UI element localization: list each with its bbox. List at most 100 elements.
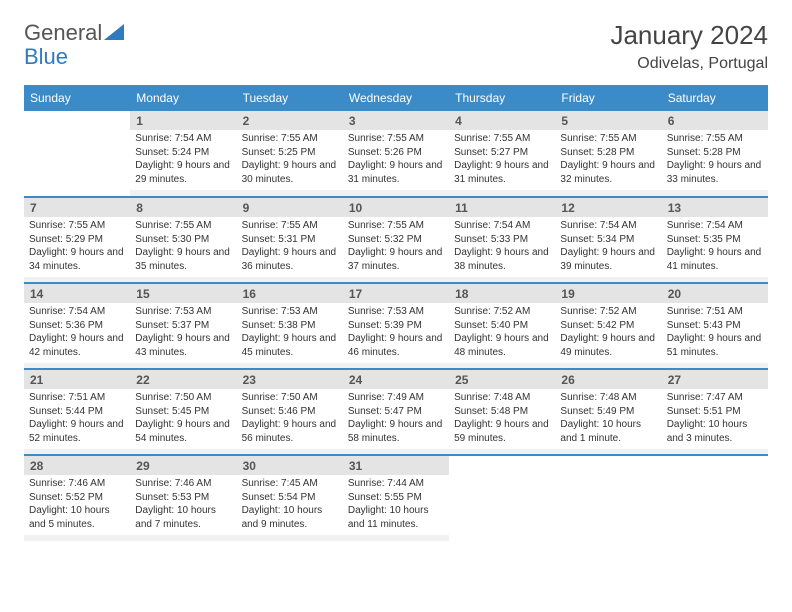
calendar-cell: 29Sunrise: 7:46 AMSunset: 5:53 PMDayligh…	[130, 455, 236, 541]
calendar-body: 1Sunrise: 7:54 AMSunset: 5:24 PMDaylight…	[24, 111, 768, 541]
day-number: 26	[555, 370, 661, 389]
logo-text-2: Blue	[24, 44, 68, 70]
day-data: Sunrise: 7:45 AMSunset: 5:54 PMDaylight:…	[237, 475, 343, 535]
calendar-cell: 9Sunrise: 7:55 AMSunset: 5:31 PMDaylight…	[237, 197, 343, 283]
calendar-cell: 30Sunrise: 7:45 AMSunset: 5:54 PMDayligh…	[237, 455, 343, 541]
day-data: Sunrise: 7:52 AMSunset: 5:40 PMDaylight:…	[449, 303, 555, 363]
day-data: Sunrise: 7:54 AMSunset: 5:35 PMDaylight:…	[662, 217, 768, 277]
day-data: Sunrise: 7:46 AMSunset: 5:52 PMDaylight:…	[24, 475, 130, 535]
calendar-row: 14Sunrise: 7:54 AMSunset: 5:36 PMDayligh…	[24, 283, 768, 369]
day-data: Sunrise: 7:55 AMSunset: 5:27 PMDaylight:…	[449, 130, 555, 190]
day-number: 20	[662, 284, 768, 303]
calendar-cell: 12Sunrise: 7:54 AMSunset: 5:34 PMDayligh…	[555, 197, 661, 283]
day-number: 28	[24, 456, 130, 475]
calendar-cell: 21Sunrise: 7:51 AMSunset: 5:44 PMDayligh…	[24, 369, 130, 455]
day-number: 16	[237, 284, 343, 303]
day-number: 21	[24, 370, 130, 389]
calendar-cell: 31Sunrise: 7:44 AMSunset: 5:55 PMDayligh…	[343, 455, 449, 541]
day-number: 13	[662, 198, 768, 217]
day-data: Sunrise: 7:55 AMSunset: 5:25 PMDaylight:…	[237, 130, 343, 190]
day-data: Sunrise: 7:52 AMSunset: 5:42 PMDaylight:…	[555, 303, 661, 363]
calendar-cell-empty	[662, 455, 768, 541]
calendar-cell: 20Sunrise: 7:51 AMSunset: 5:43 PMDayligh…	[662, 283, 768, 369]
day-number: 8	[130, 198, 236, 217]
day-number: 17	[343, 284, 449, 303]
day-data: Sunrise: 7:54 AMSunset: 5:36 PMDaylight:…	[24, 303, 130, 363]
day-data: Sunrise: 7:55 AMSunset: 5:28 PMDaylight:…	[555, 130, 661, 190]
calendar-cell: 24Sunrise: 7:49 AMSunset: 5:47 PMDayligh…	[343, 369, 449, 455]
calendar-cell: 22Sunrise: 7:50 AMSunset: 5:45 PMDayligh…	[130, 369, 236, 455]
logo: General	[24, 20, 125, 46]
day-number: 30	[237, 456, 343, 475]
calendar-table: SundayMondayTuesdayWednesdayThursdayFrid…	[24, 85, 768, 541]
calendar-cell: 16Sunrise: 7:53 AMSunset: 5:38 PMDayligh…	[237, 283, 343, 369]
calendar-cell: 7Sunrise: 7:55 AMSunset: 5:29 PMDaylight…	[24, 197, 130, 283]
calendar-cell: 8Sunrise: 7:55 AMSunset: 5:30 PMDaylight…	[130, 197, 236, 283]
calendar-cell-empty	[449, 455, 555, 541]
calendar-cell: 10Sunrise: 7:55 AMSunset: 5:32 PMDayligh…	[343, 197, 449, 283]
calendar-cell: 5Sunrise: 7:55 AMSunset: 5:28 PMDaylight…	[555, 111, 661, 197]
day-number: 29	[130, 456, 236, 475]
calendar-cell: 3Sunrise: 7:55 AMSunset: 5:26 PMDaylight…	[343, 111, 449, 197]
day-data: Sunrise: 7:55 AMSunset: 5:28 PMDaylight:…	[662, 130, 768, 190]
weekday-header: Thursday	[449, 85, 555, 111]
month-title: January 2024	[610, 20, 768, 51]
calendar-cell: 23Sunrise: 7:50 AMSunset: 5:46 PMDayligh…	[237, 369, 343, 455]
logo-text-1: General	[24, 20, 102, 46]
day-number: 9	[237, 198, 343, 217]
day-number: 25	[449, 370, 555, 389]
weekday-header: Sunday	[24, 85, 130, 111]
day-data: Sunrise: 7:53 AMSunset: 5:37 PMDaylight:…	[130, 303, 236, 363]
day-data: Sunrise: 7:54 AMSunset: 5:24 PMDaylight:…	[130, 130, 236, 190]
calendar-row: 7Sunrise: 7:55 AMSunset: 5:29 PMDaylight…	[24, 197, 768, 283]
calendar-cell: 19Sunrise: 7:52 AMSunset: 5:42 PMDayligh…	[555, 283, 661, 369]
calendar-cell: 25Sunrise: 7:48 AMSunset: 5:48 PMDayligh…	[449, 369, 555, 455]
day-data: Sunrise: 7:53 AMSunset: 5:38 PMDaylight:…	[237, 303, 343, 363]
calendar-cell: 4Sunrise: 7:55 AMSunset: 5:27 PMDaylight…	[449, 111, 555, 197]
calendar-row: 28Sunrise: 7:46 AMSunset: 5:52 PMDayligh…	[24, 455, 768, 541]
calendar-cell: 26Sunrise: 7:48 AMSunset: 5:49 PMDayligh…	[555, 369, 661, 455]
calendar-cell: 11Sunrise: 7:54 AMSunset: 5:33 PMDayligh…	[449, 197, 555, 283]
day-data: Sunrise: 7:54 AMSunset: 5:33 PMDaylight:…	[449, 217, 555, 277]
calendar-cell: 18Sunrise: 7:52 AMSunset: 5:40 PMDayligh…	[449, 283, 555, 369]
day-data: Sunrise: 7:49 AMSunset: 5:47 PMDaylight:…	[343, 389, 449, 449]
weekday-header: Monday	[130, 85, 236, 111]
day-data: Sunrise: 7:46 AMSunset: 5:53 PMDaylight:…	[130, 475, 236, 535]
calendar-cell: 14Sunrise: 7:54 AMSunset: 5:36 PMDayligh…	[24, 283, 130, 369]
calendar-cell: 28Sunrise: 7:46 AMSunset: 5:52 PMDayligh…	[24, 455, 130, 541]
day-data: Sunrise: 7:48 AMSunset: 5:48 PMDaylight:…	[449, 389, 555, 449]
day-number: 2	[237, 111, 343, 130]
calendar-cell-empty	[24, 111, 130, 197]
day-number: 3	[343, 111, 449, 130]
calendar-cell-empty	[555, 455, 661, 541]
day-data: Sunrise: 7:53 AMSunset: 5:39 PMDaylight:…	[343, 303, 449, 363]
day-data: Sunrise: 7:50 AMSunset: 5:45 PMDaylight:…	[130, 389, 236, 449]
calendar-cell: 2Sunrise: 7:55 AMSunset: 5:25 PMDaylight…	[237, 111, 343, 197]
weekday-header-row: SundayMondayTuesdayWednesdayThursdayFrid…	[24, 85, 768, 111]
weekday-header: Tuesday	[237, 85, 343, 111]
day-number: 24	[343, 370, 449, 389]
day-data: Sunrise: 7:55 AMSunset: 5:29 PMDaylight:…	[24, 217, 130, 277]
day-data: Sunrise: 7:55 AMSunset: 5:26 PMDaylight:…	[343, 130, 449, 190]
logo-triangle-icon	[104, 24, 124, 42]
day-data: Sunrise: 7:55 AMSunset: 5:32 PMDaylight:…	[343, 217, 449, 277]
calendar-cell: 13Sunrise: 7:54 AMSunset: 5:35 PMDayligh…	[662, 197, 768, 283]
day-number: 18	[449, 284, 555, 303]
day-data: Sunrise: 7:54 AMSunset: 5:34 PMDaylight:…	[555, 217, 661, 277]
day-number: 22	[130, 370, 236, 389]
day-number: 31	[343, 456, 449, 475]
day-number: 12	[555, 198, 661, 217]
day-number: 5	[555, 111, 661, 130]
calendar-row: 1Sunrise: 7:54 AMSunset: 5:24 PMDaylight…	[24, 111, 768, 197]
calendar-row: 21Sunrise: 7:51 AMSunset: 5:44 PMDayligh…	[24, 369, 768, 455]
weekday-header: Saturday	[662, 85, 768, 111]
calendar-cell: 17Sunrise: 7:53 AMSunset: 5:39 PMDayligh…	[343, 283, 449, 369]
day-number: 27	[662, 370, 768, 389]
day-number: 7	[24, 198, 130, 217]
day-data: Sunrise: 7:51 AMSunset: 5:44 PMDaylight:…	[24, 389, 130, 449]
calendar-cell: 1Sunrise: 7:54 AMSunset: 5:24 PMDaylight…	[130, 111, 236, 197]
day-data: Sunrise: 7:55 AMSunset: 5:30 PMDaylight:…	[130, 217, 236, 277]
day-number: 15	[130, 284, 236, 303]
day-number: 11	[449, 198, 555, 217]
header: General January 2024 Odivelas, Portugal	[24, 20, 768, 73]
